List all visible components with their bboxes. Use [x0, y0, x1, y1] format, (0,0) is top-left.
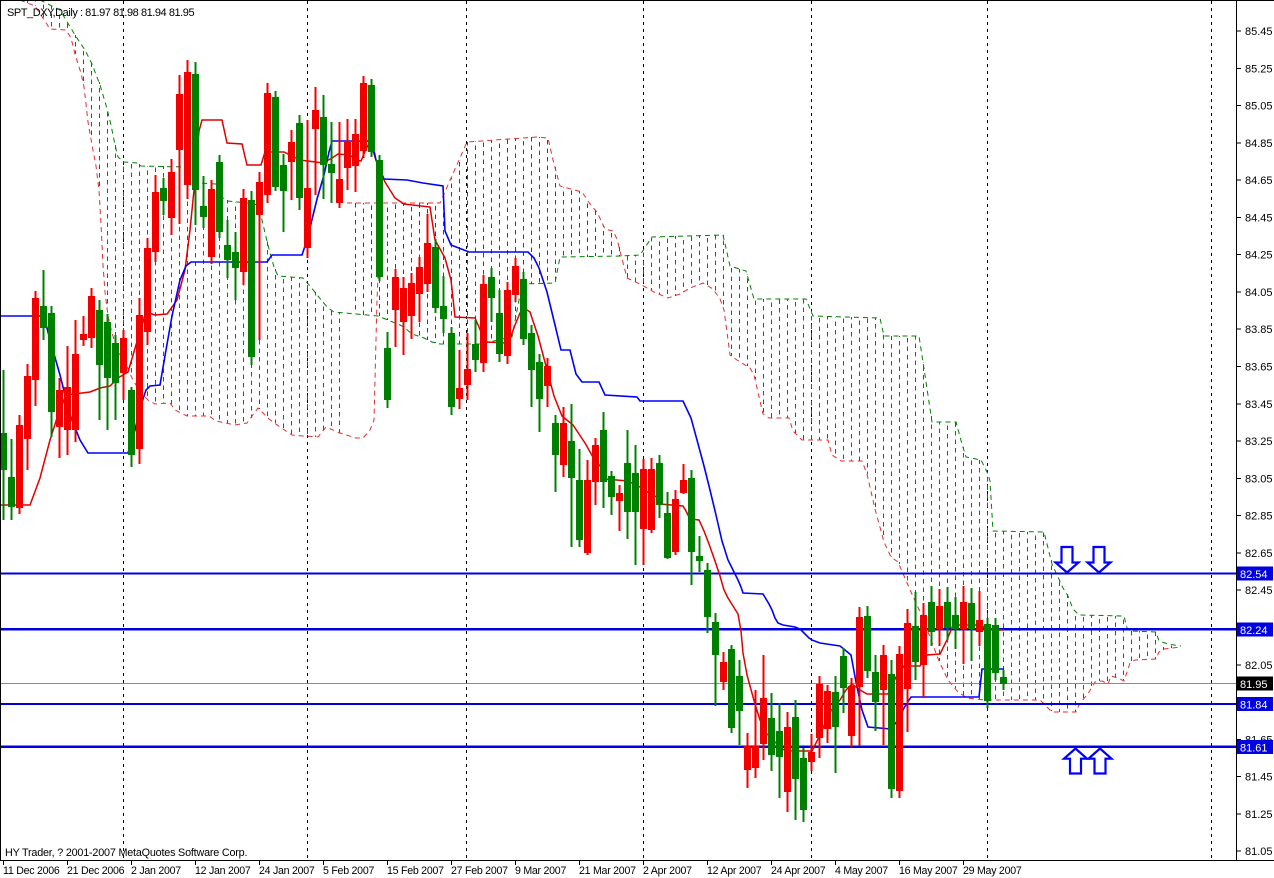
- svg-text:84.85: 84.85: [1245, 138, 1273, 150]
- svg-text:5 Feb 2007: 5 Feb 2007: [323, 865, 374, 877]
- svg-text:21 Dec 2006: 21 Dec 2006: [67, 865, 125, 877]
- svg-text:15 Feb 2007: 15 Feb 2007: [387, 865, 444, 877]
- svg-text:12 Apr 2007: 12 Apr 2007: [707, 865, 762, 877]
- svg-text:83.65: 83.65: [1245, 362, 1273, 374]
- svg-text:82.05: 82.05: [1245, 660, 1273, 672]
- svg-text:81.25: 81.25: [1245, 809, 1273, 821]
- svg-text:2 Jan 2007: 2 Jan 2007: [131, 865, 181, 877]
- svg-text:81.95: 81.95: [1240, 679, 1268, 691]
- svg-text:9 Mar 2007: 9 Mar 2007: [515, 865, 566, 877]
- svg-text:12 Jan 2007: 12 Jan 2007: [195, 865, 251, 877]
- svg-text:24 Apr 2007: 24 Apr 2007: [771, 865, 826, 877]
- svg-text:85.45: 85.45: [1245, 26, 1273, 38]
- svg-text:SPT_DXY,Daily : 81.97 81.98 81: SPT_DXY,Daily : 81.97 81.98 81.94 81.95: [7, 7, 194, 19]
- svg-text:29 May 2007: 29 May 2007: [963, 865, 1022, 877]
- svg-text:82.45: 82.45: [1245, 585, 1273, 597]
- svg-text:81.61: 81.61: [1240, 742, 1268, 754]
- svg-text:83.85: 83.85: [1245, 324, 1273, 336]
- svg-text:84.65: 84.65: [1245, 175, 1273, 187]
- svg-text:27 Feb 2007: 27 Feb 2007: [451, 865, 508, 877]
- svg-text:83.25: 83.25: [1245, 436, 1273, 448]
- svg-text:HY Trader, ? 2001-2007 MetaQuo: HY Trader, ? 2001-2007 MetaQuotes Softwa…: [5, 847, 247, 859]
- svg-text:84.45: 84.45: [1245, 212, 1273, 224]
- svg-text:84.25: 84.25: [1245, 250, 1273, 262]
- svg-text:4 May 2007: 4 May 2007: [835, 865, 888, 877]
- svg-text:85.25: 85.25: [1245, 63, 1273, 75]
- svg-text:81.05: 81.05: [1245, 846, 1273, 858]
- svg-text:81.45: 81.45: [1245, 772, 1273, 784]
- svg-text:21 Mar 2007: 21 Mar 2007: [579, 865, 636, 877]
- svg-text:82.24: 82.24: [1240, 625, 1268, 637]
- svg-text:83.45: 83.45: [1245, 399, 1273, 411]
- svg-text:82.65: 82.65: [1245, 548, 1273, 560]
- svg-text:16 May 2007: 16 May 2007: [899, 865, 958, 877]
- svg-text:84.05: 84.05: [1245, 287, 1273, 299]
- svg-text:11 Dec 2006: 11 Dec 2006: [3, 865, 60, 877]
- svg-text:81.84: 81.84: [1240, 699, 1268, 711]
- svg-text:83.05: 83.05: [1245, 473, 1273, 485]
- svg-text:85.05: 85.05: [1245, 101, 1273, 113]
- svg-text:82.85: 82.85: [1245, 511, 1273, 523]
- svg-text:2 Apr 2007: 2 Apr 2007: [643, 865, 692, 877]
- svg-text:24 Jan 2007: 24 Jan 2007: [259, 865, 315, 877]
- svg-text:82.54: 82.54: [1240, 569, 1268, 581]
